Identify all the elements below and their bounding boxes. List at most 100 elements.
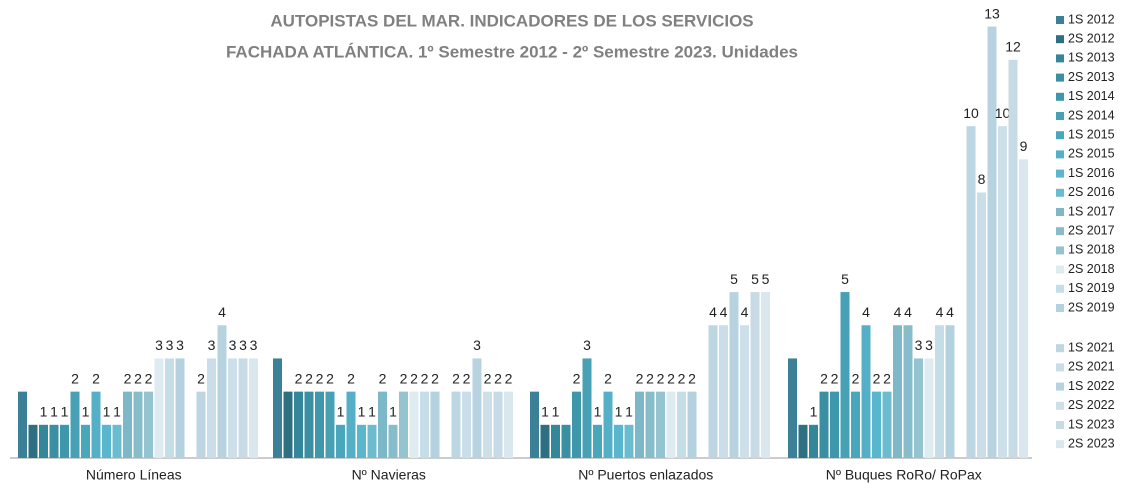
legend-swatch: [1056, 401, 1064, 410]
data-label: 2: [124, 370, 132, 386]
bar: [761, 292, 770, 458]
bar: [451, 391, 461, 458]
data-label: 1: [103, 404, 111, 420]
data-label: 2: [852, 370, 860, 386]
bar: [196, 391, 206, 458]
bar: [81, 424, 90, 458]
bar: [1019, 159, 1028, 459]
data-label: 1: [552, 404, 560, 420]
data-label: 2: [820, 370, 828, 386]
bar: [656, 391, 665, 458]
bar: [677, 391, 686, 458]
data-label: 3: [166, 337, 174, 353]
bar: [809, 424, 818, 458]
data-label: 5: [751, 271, 759, 287]
x-tick-label: Número Líneas: [86, 467, 182, 483]
bar: [175, 358, 185, 458]
legend-swatch: [1056, 150, 1064, 159]
bar: [238, 358, 248, 458]
data-label: 2: [400, 370, 408, 386]
bar: [561, 424, 571, 458]
data-label: 1: [40, 404, 48, 420]
data-label: 2: [678, 370, 686, 386]
bar: [378, 391, 387, 458]
bar: [472, 358, 482, 458]
bar: [70, 391, 80, 458]
data-label: 9: [1020, 138, 1028, 154]
chart-subtitle: FACHADA ATLÁNTICA. 1º Semestre 2012 - 2º…: [226, 42, 798, 61]
bar: [249, 358, 258, 458]
legend-label: 2S 2023: [1068, 436, 1115, 450]
data-label: 2: [410, 370, 418, 386]
bar: [851, 391, 860, 458]
data-label: 2: [379, 370, 387, 386]
legend-label: 2S 2019: [1068, 300, 1115, 314]
data-label: 4: [894, 304, 902, 320]
bar: [530, 391, 539, 458]
data-label: 1: [368, 404, 376, 420]
bar: [357, 424, 366, 458]
data-label: 3: [583, 337, 591, 353]
legend-swatch: [1056, 440, 1064, 449]
legend-label: 1S 2015: [1068, 127, 1115, 141]
bar: [228, 358, 237, 458]
data-label: 3: [176, 337, 184, 353]
bar: [945, 325, 955, 458]
bar: [819, 391, 829, 458]
bar: [1008, 59, 1018, 459]
bar: [708, 325, 718, 458]
bar: [719, 325, 728, 458]
data-label: 2: [295, 370, 303, 386]
data-label: 2: [667, 370, 675, 386]
data-label: 1: [358, 404, 366, 420]
data-label: 2: [657, 370, 665, 386]
bar: [740, 325, 749, 458]
bar: [551, 424, 560, 458]
legend-swatch: [1056, 265, 1064, 274]
bar: [914, 358, 923, 458]
data-label: 3: [239, 337, 247, 353]
bar: [325, 391, 335, 458]
bar: [28, 424, 38, 458]
x-tick-label: Nº Puertos enlazados: [578, 467, 713, 483]
data-label: 5: [730, 271, 738, 287]
legend-swatch: [1056, 169, 1064, 178]
bar: [336, 424, 345, 458]
data-label: 2: [505, 370, 513, 386]
x-tick-label: Nº Navieras: [352, 467, 426, 483]
bar: [924, 358, 934, 458]
legend-swatch: [1056, 112, 1064, 120]
bar: [788, 358, 797, 458]
data-label: 4: [936, 304, 944, 320]
bar: [935, 325, 944, 458]
data-label: 2: [71, 370, 79, 386]
legend-label: 2S 2021: [1068, 360, 1115, 374]
legend-label: 1S 2019: [1068, 281, 1115, 295]
bar: [582, 358, 592, 458]
bar: [872, 391, 881, 458]
bar: [217, 325, 227, 458]
data-label: 4: [862, 304, 870, 320]
bar: [91, 391, 101, 458]
bar: [603, 391, 613, 458]
data-label: 3: [915, 337, 923, 353]
data-label: 2: [421, 370, 429, 386]
bar: [687, 391, 697, 458]
bar: [572, 391, 581, 458]
bar: [420, 391, 429, 458]
bar: [645, 391, 655, 458]
legend-label: 1S 2012: [1068, 12, 1115, 26]
bar: [294, 391, 303, 458]
bar: [462, 391, 471, 458]
bar: [483, 391, 492, 458]
data-label: 10: [963, 105, 979, 121]
legend-swatch: [1056, 35, 1064, 44]
bar: [409, 391, 419, 458]
legend-label: 2S 2022: [1068, 398, 1115, 412]
data-label: 2: [463, 370, 471, 386]
data-label: 1: [810, 404, 818, 420]
bar: [388, 424, 398, 458]
legend-label: 2S 2018: [1068, 262, 1115, 276]
bar: [144, 391, 153, 458]
legend-label: 1S 2022: [1068, 379, 1115, 393]
